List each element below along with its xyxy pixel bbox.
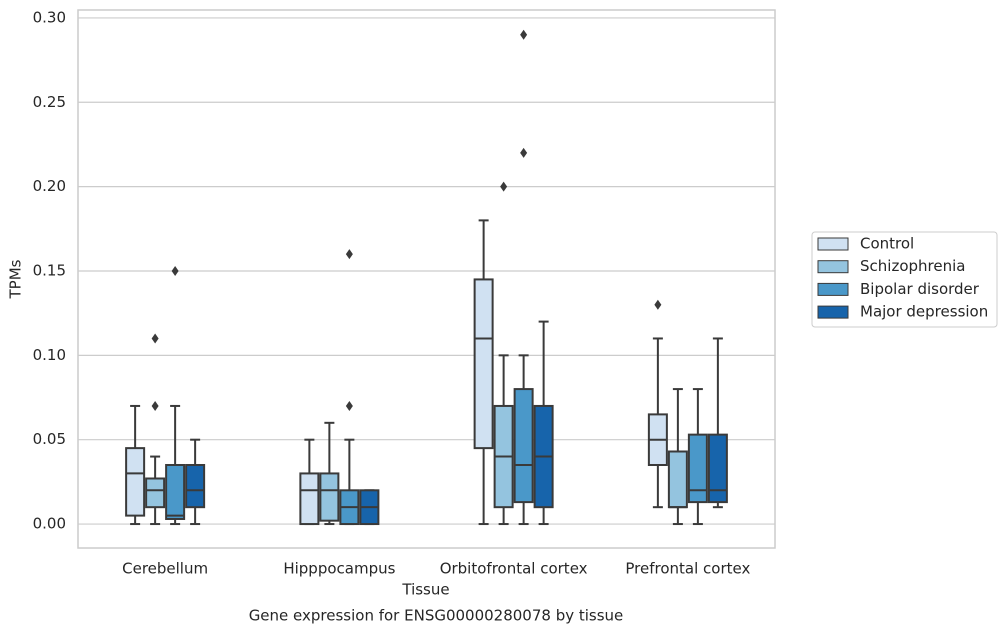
outlier	[500, 181, 508, 192]
y-tick-label: 0.25	[33, 93, 66, 111]
box	[513, 388, 534, 504]
box	[473, 278, 494, 450]
box	[319, 472, 340, 522]
outlier	[345, 249, 353, 260]
y-tick-label: 0.20	[33, 177, 66, 195]
legend-swatch	[817, 282, 849, 296]
legend-swatch	[817, 260, 849, 274]
box	[125, 447, 146, 517]
box	[299, 472, 320, 526]
outlier	[520, 29, 528, 40]
outlier	[345, 400, 353, 411]
legend-frame	[811, 231, 998, 328]
box	[145, 477, 166, 509]
legend-swatch	[817, 305, 849, 319]
x-tick-label: Prefrontal cortex	[625, 560, 750, 578]
box	[707, 433, 728, 504]
box	[667, 450, 688, 509]
y-axis-label: TPMs	[7, 259, 25, 299]
legend-label: Schizophrenia	[860, 257, 965, 275]
box	[165, 463, 186, 520]
legend-swatch	[817, 237, 849, 251]
box	[185, 463, 206, 509]
plot-frame	[77, 9, 776, 549]
legend-label: Major depression	[860, 303, 988, 321]
outlier	[151, 400, 159, 411]
y-tick-label: 0.15	[33, 261, 66, 279]
x-axis-label: Tissue	[401, 581, 449, 599]
x-tick-label: Hipppocampus	[283, 560, 395, 578]
outlier	[520, 147, 528, 158]
y-tick-label: 0.05	[33, 430, 66, 448]
outlier	[151, 333, 159, 344]
y-tick-label: 0.00	[33, 515, 66, 533]
chart-title: Gene expression for ENSG00000280078 by t…	[249, 607, 624, 625]
legend-label: Bipolar disorder	[860, 280, 980, 298]
y-tick-label: 0.10	[33, 346, 66, 364]
legend-label: Control	[860, 235, 914, 253]
y-tick-label: 0.30	[33, 8, 66, 26]
outlier	[654, 299, 662, 310]
outlier	[171, 265, 179, 276]
x-tick-label: Orbitofrontal cortex	[440, 560, 588, 578]
x-tick-label: Cerebellum	[122, 560, 208, 578]
box	[687, 433, 708, 504]
